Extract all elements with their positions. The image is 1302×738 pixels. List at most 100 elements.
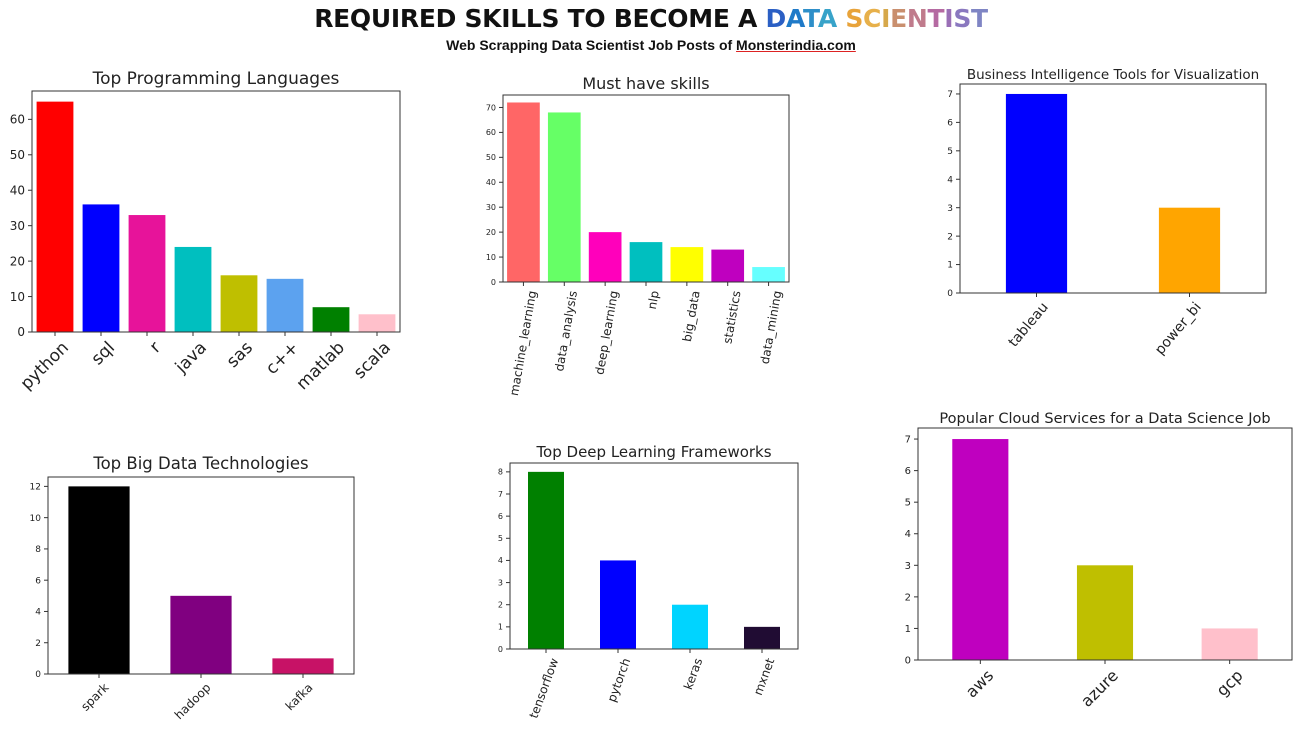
y-tick-label: 1: [905, 624, 911, 635]
bar-aws: [952, 439, 1009, 660]
y-tick-label: 20: [10, 254, 25, 268]
x-tick-label-tensorflow: tensorflow: [527, 656, 562, 720]
x-tick-label-sas: sas: [223, 338, 257, 372]
chart-title: Business Intelligence Tools for Visualiz…: [967, 67, 1259, 83]
bar-kafka: [272, 658, 334, 674]
plot-frame: [31, 90, 401, 333]
title-letter: E: [890, 4, 907, 33]
title-letter: T: [927, 4, 945, 33]
bar-data_analysis: [547, 112, 581, 282]
bar-machine_learning: [507, 102, 540, 282]
chart-deep-learning: Top Deep Learning Frameworks 0 1 2 3 4 5 6 7 8 ten…: [470, 436, 810, 736]
subtitle-prefix: Web Scrapping Data Scientist Job Posts o…: [446, 37, 737, 53]
bar-r: [128, 215, 166, 332]
bar-mxnet: [744, 626, 780, 649]
y-tick-label: 10: [10, 290, 25, 304]
bar-pytorch: [600, 560, 636, 649]
bar-hadoop: [170, 595, 232, 674]
x-tick-label-spark: spark: [78, 680, 111, 713]
y-tick-label: 7: [498, 490, 503, 499]
x-tick-label-c++: c++: [262, 338, 303, 379]
x-tick-label-azure: azure: [1077, 666, 1122, 711]
x-tick-label-pytorch: pytorch: [605, 656, 634, 704]
bar-data_mining: [752, 267, 785, 282]
title-letter: S: [953, 4, 972, 33]
x-tick-label-aws: aws: [962, 666, 998, 702]
y-tick-label: 5: [947, 147, 953, 157]
chart-must-have-skills: Must have skills 0 10 20 30 40 50 60 70 machine_l…: [460, 70, 800, 415]
y-tick-label: 4: [498, 556, 503, 565]
subtitle: Web Scrapping Data Scientist Job Posts o…: [0, 36, 1302, 54]
y-tick-label: 3: [905, 561, 911, 572]
y-tick-label: 30: [10, 219, 25, 233]
chart-title: Top Programming Languages: [92, 69, 340, 89]
x-tick-label-scala: scala: [350, 338, 395, 383]
y-tick-label: 0: [947, 289, 953, 299]
chart-programming-languages: Top Programming Languages 0 10 20 30 40 50 60 py…: [0, 62, 420, 407]
bar-scala: [358, 314, 396, 332]
y-tick-label: 70: [486, 103, 496, 112]
x-tick-label-big_data: big_data: [680, 290, 703, 343]
x-tick-label-power_bi: power_bi: [1152, 299, 1205, 358]
y-tick-label: 10: [486, 253, 496, 262]
y-tick-label: 2: [498, 601, 503, 610]
bar-gcp: [1201, 628, 1258, 660]
x-tick-label-java: java: [171, 338, 211, 378]
chart-programming-languages-svg: Top Programming Languages 0 10 20 30 40 50 60 py…: [10, 69, 401, 394]
bar-python: [36, 101, 74, 332]
x-tick-label-deep_learning: deep_learning: [592, 290, 621, 376]
x-tick-label-kafka: kafka: [283, 680, 316, 713]
y-tick-label: 1: [947, 261, 953, 271]
title-letter: D: [765, 4, 786, 33]
y-tick-label: 12: [30, 483, 41, 493]
bar-deep_learning: [588, 232, 622, 282]
y-tick-label: 60: [486, 128, 496, 137]
bar-statistics: [711, 249, 745, 282]
x-tick-label-r: r: [146, 338, 165, 357]
x-tick-label-statistics: statistics: [720, 290, 743, 345]
subtitle-site-link[interactable]: Monsterindia.com: [736, 37, 856, 53]
bar-keras: [672, 604, 708, 649]
y-tick-label: 0: [498, 645, 503, 654]
chart-title: Popular Cloud Services for a Data Scienc…: [939, 411, 1270, 427]
bar-sql: [82, 204, 120, 332]
y-tick-label: 3: [947, 204, 953, 214]
bar-sas: [220, 275, 258, 332]
header: REQUIRED SKILLS TO BECOME A DATA SCIENTI…: [0, 0, 1302, 54]
y-tick-label: 2: [905, 592, 911, 603]
chart-bi-tools: Business Intelligence Tools for Visualiz…: [920, 60, 1290, 380]
title-letter: T: [971, 4, 988, 33]
y-tick-label: 6: [35, 576, 41, 586]
chart-cloud-services: Popular Cloud Services for a Data Scienc…: [880, 400, 1300, 736]
y-tick-label: 0: [491, 278, 496, 287]
y-tick-label: 1: [498, 623, 503, 632]
x-tick-label-data_mining: data_mining: [758, 290, 785, 366]
bar-java: [174, 246, 212, 332]
plot-frame: [959, 83, 1267, 294]
x-tick-label-matlab: matlab: [293, 338, 349, 394]
y-tick-label: 10: [30, 514, 42, 524]
bar-spark: [68, 486, 130, 674]
chart-title: Top Big Data Technologies: [92, 454, 308, 473]
y-tick-label: 40: [10, 183, 25, 197]
bar-c++: [266, 278, 304, 332]
title-letter: I: [944, 4, 954, 33]
y-tick-label: 6: [947, 119, 953, 129]
main-title: REQUIRED SKILLS TO BECOME A DATA SCIENTI…: [0, 0, 1302, 34]
title-letter: N: [906, 4, 928, 33]
title-letter: A: [785, 4, 804, 33]
chart-bi-tools-svg: Business Intelligence Tools for Visualiz…: [947, 67, 1267, 358]
y-tick-label: 2: [35, 639, 41, 649]
x-tick-label-keras: keras: [681, 656, 705, 691]
y-tick-label: 4: [35, 608, 41, 618]
chart-deep-learning-svg: Top Deep Learning Frameworks 0 1 2 3 4 5 6 7 8 ten…: [498, 443, 799, 720]
chart-title: Top Deep Learning Frameworks: [535, 443, 771, 461]
bar-azure: [1076, 565, 1134, 660]
bar-big_data: [670, 247, 704, 282]
chart-must-have-skills-svg: Must have skills 0 10 20 30 40 50 60 70 machine_l…: [486, 74, 790, 397]
x-tick-label-sql: sql: [88, 338, 119, 369]
y-tick-label: 5: [498, 534, 503, 543]
bar-matlab: [312, 307, 350, 332]
bar-power_bi: [1158, 207, 1221, 293]
x-tick-label-hadoop: hadoop: [172, 680, 214, 722]
